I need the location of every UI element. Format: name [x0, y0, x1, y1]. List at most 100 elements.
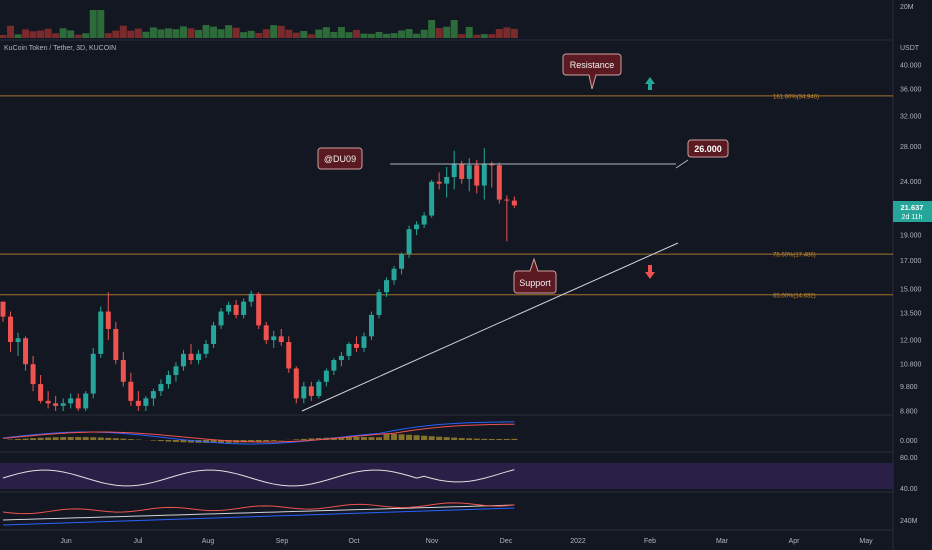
rsi-indicator [2, 469, 515, 487]
candle [241, 298, 247, 319]
target-pointer-line [675, 159, 689, 169]
candle [361, 332, 367, 352]
candle [436, 172, 442, 190]
volume-bar [480, 34, 488, 38]
candle [459, 160, 465, 184]
time-tick-label: Sep [276, 538, 289, 545]
volume-bar [292, 32, 300, 38]
down-arrow-icon [645, 265, 655, 279]
time-tick-label: Jul [134, 538, 143, 545]
macd-histogram-bar [293, 439, 300, 440]
candle [143, 395, 149, 411]
candle [180, 349, 186, 371]
candle [474, 159, 480, 194]
macd-histogram-bar [60, 437, 67, 440]
fib-label: 65.00%(14.632) [773, 293, 816, 299]
macd-histogram-bar [97, 437, 104, 440]
support-callout[interactable]: Support [513, 257, 557, 294]
macd-histogram-bar [338, 437, 345, 440]
macd-histogram-bar [67, 437, 74, 440]
candle [15, 332, 21, 356]
volume-bar [225, 25, 233, 38]
resistance-callout[interactable]: Resistance [562, 53, 622, 90]
macd-histogram-bar [37, 437, 44, 440]
macd-histogram-bar [391, 433, 398, 440]
volume-bar [300, 30, 308, 38]
bottom-line-white [2, 504, 515, 521]
support-trend-line[interactable] [301, 242, 679, 412]
candle [263, 321, 269, 344]
volume-bar [82, 33, 90, 38]
target-callout[interactable]: 26.000 [687, 139, 729, 158]
volume-bar [435, 28, 443, 38]
macd-histogram-bar [353, 437, 360, 440]
candle [511, 196, 517, 208]
candle [188, 343, 194, 365]
candle [504, 195, 510, 242]
candle [489, 161, 495, 188]
macd-histogram-bar [360, 437, 367, 440]
price-tick-label: 13.500 [900, 311, 922, 318]
macd-histogram-bar [210, 440, 217, 443]
macd-histogram-bar [263, 440, 270, 442]
bottom-line-red [2, 502, 515, 515]
time-axis[interactable]: Jun Jul Aug Sep Oct Nov Dec 2022 Feb Mar Apr May [60, 538, 873, 545]
macd-histogram-bar [496, 438, 503, 440]
volume-bar [119, 25, 127, 38]
volume-bar [7, 25, 15, 38]
rsi-tick-label: 40.00 [900, 486, 918, 493]
candle [45, 391, 51, 409]
bottom-indicator [2, 502, 515, 526]
volume-bar [495, 29, 503, 38]
price-axis[interactable]: 40.000 36.000 32.000 28.000 24.000 19.000 17.0… [900, 63, 922, 526]
currency-label: USDT [900, 45, 920, 52]
candle [90, 347, 96, 399]
macd-histogram-bar [300, 438, 307, 440]
macd-histogram-bar [451, 437, 458, 440]
volume-bar [127, 30, 135, 38]
candle [0, 301, 6, 322]
volume-bar [420, 29, 428, 38]
volume-bar [217, 29, 225, 38]
candle [346, 342, 352, 361]
macd-histogram-bar [82, 437, 89, 440]
macd-histogram-bar [112, 438, 119, 440]
macd-histogram-bar [248, 440, 255, 443]
candle [226, 301, 232, 315]
price-tick-label: 28.000 [900, 144, 922, 151]
volume-bar [473, 34, 481, 38]
candle [368, 311, 374, 341]
candle [68, 393, 74, 409]
volume-bar [74, 34, 82, 38]
macd-histogram-bar [488, 438, 495, 440]
candle [286, 336, 292, 373]
volume-bar [67, 30, 75, 38]
candle [316, 379, 322, 399]
macd-histogram-bar [180, 440, 187, 443]
volume-bar [247, 30, 255, 38]
volume-bar [360, 33, 368, 38]
time-tick-label: Dec [500, 538, 513, 545]
author-callout[interactable]: @DU09 [317, 147, 363, 170]
volume-bar [465, 26, 473, 38]
macd-histogram-bar [436, 436, 443, 440]
volume-bar [270, 25, 278, 38]
macd-histogram-bar [188, 440, 194, 443]
candle [384, 277, 390, 297]
volume-bar [210, 26, 218, 38]
volume-bar [232, 27, 240, 38]
macd-histogram-bar [398, 434, 405, 440]
volume-bar [149, 27, 157, 38]
price-tick-label: 10.800 [900, 362, 922, 369]
symbol-title: KuCoin Token / Tether, 3D, KUCOIN [4, 45, 116, 52]
volume-bar [443, 26, 451, 38]
candle [218, 308, 224, 329]
volume-bar [383, 33, 391, 38]
macd-histogram-bar [473, 438, 480, 440]
macd-histogram-bar [45, 437, 52, 440]
macd-histogram-bar [406, 434, 413, 440]
macd-histogram-bar [30, 438, 37, 440]
macd-histogram-bar [270, 440, 277, 441]
volume-bar [277, 25, 285, 38]
